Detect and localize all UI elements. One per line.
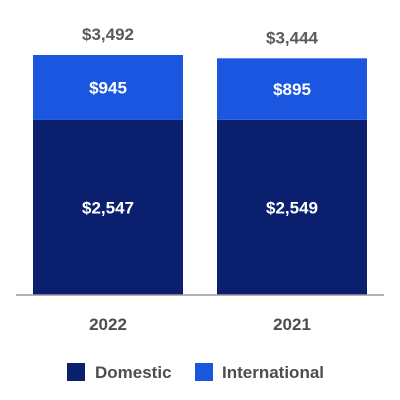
data-label-international-2022: $945 — [89, 78, 127, 97]
bar-domestic-2021 — [217, 119, 367, 295]
bar-international-2021 — [217, 58, 367, 120]
legend-swatch-international — [195, 363, 213, 381]
legend-label-domestic: Domestic — [95, 363, 172, 382]
total-label-2022: $3,492 — [82, 25, 134, 44]
data-label-domestic-2022: $2,547 — [82, 198, 134, 217]
bar-domestic-2022 — [33, 119, 183, 295]
total-label-2021: $3,444 — [266, 28, 319, 47]
x-tick-label-2022: 2022 — [89, 315, 127, 334]
data-label-domestic-2021: $2,549 — [266, 198, 318, 217]
data-label-international-2021: $895 — [273, 80, 311, 99]
labels-group: $2,547 $945 $3,492 2022 $2,549 $895 $3,444 2021 — [82, 25, 319, 334]
bar-international-2022 — [33, 55, 183, 120]
legend-label-international: International — [222, 363, 324, 382]
bars-group — [33, 55, 367, 295]
legend: Domestic International — [67, 363, 324, 382]
x-tick-label-2021: 2021 — [273, 315, 311, 334]
legend-swatch-domestic — [67, 363, 85, 381]
